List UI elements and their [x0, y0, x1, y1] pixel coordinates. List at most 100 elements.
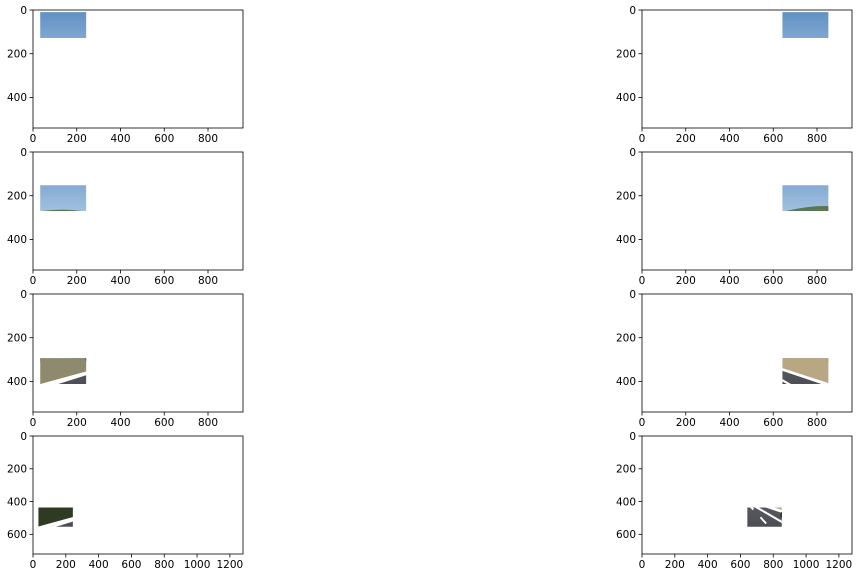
image-panel: 0 200 400 600 800 0 200 400: [616, 147, 853, 287]
axes-frame: [641, 435, 853, 555]
roadside-grass: [149, 351, 244, 390]
vehicle: [86, 497, 97, 503]
right-lane-line: [140, 77, 226, 127]
x-tick-label: 1000: [793, 559, 820, 571]
road: [747, 507, 782, 527]
vehicle: [695, 355, 706, 361]
road-image: [33, 185, 243, 270]
roadside-grass: [149, 496, 244, 533]
x-tick-label: 400: [719, 417, 739, 429]
x-tick-label: 800: [763, 559, 783, 571]
axes-frame: [641, 151, 853, 271]
y-tick-label: 400: [7, 496, 27, 508]
sky: [642, 436, 852, 502]
road: [642, 218, 852, 270]
left-lane-line: [671, 219, 744, 269]
y-tick-label: 200: [616, 49, 636, 61]
y-tick-label: 400: [7, 376, 27, 388]
x-tick-label: 200: [67, 133, 87, 145]
sky: [40, 12, 87, 38]
right-lane-line: [749, 77, 835, 127]
x-tick-label: 0: [30, 559, 37, 571]
vehicle: [772, 71, 783, 77]
vehicle: [214, 512, 225, 518]
road: [33, 218, 243, 270]
axes-frame: [641, 293, 853, 413]
y-tick-label: 200: [616, 464, 636, 476]
x-tick-label: 400: [719, 275, 739, 287]
y-tick-label: 0: [20, 147, 27, 159]
roadside-left: [642, 358, 737, 386]
x-tick-label: 600: [730, 559, 750, 571]
left-lane-line: [62, 77, 135, 127]
y-tick-label: 0: [629, 147, 636, 159]
roadside-grass: [758, 67, 853, 106]
center-lane-dashes: [139, 362, 184, 411]
right-lane-line: [140, 219, 226, 269]
roadside-grass: [774, 507, 782, 510]
vehicle: [86, 213, 97, 219]
x-tick-label: 400: [110, 417, 130, 429]
y-tick-label: 0: [20, 431, 27, 443]
x-tick-label: 800: [198, 275, 218, 287]
roadside-left: [33, 216, 128, 244]
x-tick-label: 200: [676, 133, 696, 145]
image-panel: 0 200 400 600 800 0 200 400: [616, 5, 853, 145]
left-lane-line: [62, 219, 135, 269]
vehicle: [722, 213, 733, 219]
x-tick-label: 600: [154, 275, 174, 287]
vehicle: [772, 498, 783, 504]
x-tick-label: 400: [110, 275, 130, 287]
x-tick-label: 0: [639, 559, 646, 571]
vehicle: [113, 71, 124, 77]
x-tick-label: 400: [110, 133, 130, 145]
y-tick-label: 400: [616, 496, 636, 508]
center-lane-dashes: [139, 220, 184, 269]
right-lane-line: [140, 361, 226, 411]
center-lane-dashes: [748, 220, 793, 269]
x-tick-label: 600: [763, 417, 783, 429]
vehicle: [163, 355, 174, 361]
x-tick-label: 0: [30, 417, 37, 429]
x-tick-label: 800: [807, 275, 827, 287]
x-tick-label: 200: [676, 417, 696, 429]
roadside-left: [642, 74, 737, 102]
y-tick-label: 200: [7, 49, 27, 61]
y-tick-label: 200: [7, 191, 27, 203]
vehicle: [113, 355, 124, 361]
x-tick-label: 800: [154, 559, 174, 571]
sky: [782, 12, 829, 38]
y-tick-label: 600: [616, 529, 636, 541]
image-panel: 0 200 400 600 800 0 200 400: [7, 289, 244, 429]
axes-frame: [32, 9, 244, 129]
treeline: [642, 493, 852, 504]
y-tick-label: 0: [20, 5, 27, 17]
roadside-grass: [758, 209, 853, 248]
vehicle: [823, 512, 834, 518]
right-lane-line: [749, 219, 835, 269]
x-tick-label: 600: [154, 417, 174, 429]
x-tick-label: 800: [807, 133, 827, 145]
vehicle: [163, 498, 174, 504]
right-lane-line: [140, 503, 227, 553]
vehicle: [163, 71, 174, 77]
vehicle: [772, 213, 783, 219]
x-tick-label: 0: [639, 133, 646, 145]
x-tick-label: 600: [763, 133, 783, 145]
x-tick-label: 400: [698, 559, 718, 571]
treeline: [642, 64, 852, 78]
vehicle: [780, 512, 782, 518]
x-tick-label: 800: [198, 417, 218, 429]
axes-frame: [32, 435, 244, 555]
road: [642, 76, 852, 128]
y-tick-label: 400: [7, 234, 27, 246]
panel-grid: 0 200 400 600 800 0 200 400 0 200 400 600 800 0 200 400…: [7, 5, 853, 571]
image-panel: 0 200 400 600 800 0 200 400: [7, 5, 244, 145]
y-tick-label: 200: [616, 191, 636, 203]
y-tick-label: 0: [629, 431, 636, 443]
vehicle: [722, 71, 733, 77]
y-tick-label: 0: [629, 5, 636, 17]
y-tick-label: 0: [20, 289, 27, 301]
vehicle: [695, 497, 706, 503]
